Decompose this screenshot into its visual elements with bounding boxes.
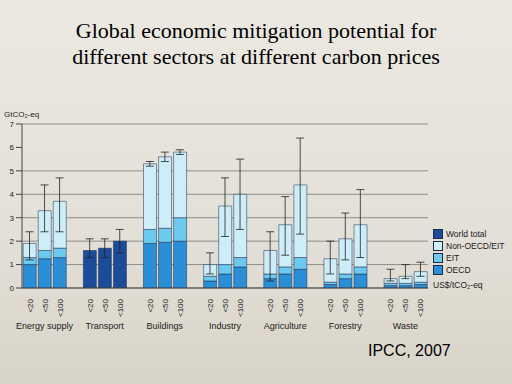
svg-text:<100: <100 <box>296 298 305 317</box>
html-text:different sectors at different: different sectors at different carbon pr… <box>72 44 440 69</box>
svg-text:<50: <50 <box>221 298 230 312</box>
html-text:US$/tCO₂-eq: US$/tCO₂-eq <box>433 280 483 290</box>
svg-text:7: 7 <box>10 120 15 129</box>
html-text:IPCC, 2007: IPCC, 2007 <box>368 342 451 359</box>
html-text:Non-OECD/EIT: Non-OECD/EIT <box>446 241 505 251</box>
svg-text:0: 0 <box>10 284 15 293</box>
html-text:EIT: EIT <box>446 253 460 263</box>
svg-text:<20: <20 <box>26 298 35 312</box>
svg-text:Buildings: Buildings <box>147 321 184 331</box>
svg-text:<100: <100 <box>236 298 245 317</box>
svg-text:<20: <20 <box>86 298 95 312</box>
svg-text:Agriculture: Agriculture <box>264 321 307 331</box>
svg-text:<20: <20 <box>326 298 335 312</box>
svg-text:<50: <50 <box>161 298 170 312</box>
svg-text:Forestry: Forestry <box>329 321 363 331</box>
svg-text:<50: <50 <box>101 298 110 312</box>
svg-text:Industry: Industry <box>209 321 242 331</box>
html-text:OECD: OECD <box>446 265 471 275</box>
svg-text:<20: <20 <box>266 298 275 312</box>
svg-text:<50: <50 <box>341 298 350 312</box>
svg-text:<20: <20 <box>146 298 155 312</box>
svg-text:<100: <100 <box>116 298 125 317</box>
svg-text:<100: <100 <box>176 298 185 317</box>
svg-text:1: 1 <box>10 260 15 269</box>
svg-text:<20: <20 <box>206 298 215 312</box>
svg-text:6: 6 <box>10 143 15 152</box>
svg-text:Transport: Transport <box>86 321 125 331</box>
svg-text:Waste: Waste <box>393 321 418 331</box>
svg-text:<100: <100 <box>56 298 65 317</box>
svg-text:<50: <50 <box>401 298 410 312</box>
svg-text:<20: <20 <box>386 298 395 312</box>
svg-text:<50: <50 <box>41 298 50 312</box>
svg-text:Energy supply: Energy supply <box>16 321 74 331</box>
html-text:GtCO₂-eq: GtCO₂-eq <box>4 110 40 119</box>
svg-text:3: 3 <box>10 214 15 223</box>
html-text:World total: World total <box>446 229 487 239</box>
svg-text:<50: <50 <box>281 298 290 312</box>
svg-text:<100: <100 <box>356 298 365 317</box>
svg-text:4: 4 <box>10 190 15 199</box>
html-text:Global economic mitigation pot: Global economic mitigation potential for <box>75 18 437 43</box>
svg-text:2: 2 <box>10 237 15 246</box>
svg-text:<100: <100 <box>416 298 425 317</box>
svg-text:5: 5 <box>10 167 15 176</box>
